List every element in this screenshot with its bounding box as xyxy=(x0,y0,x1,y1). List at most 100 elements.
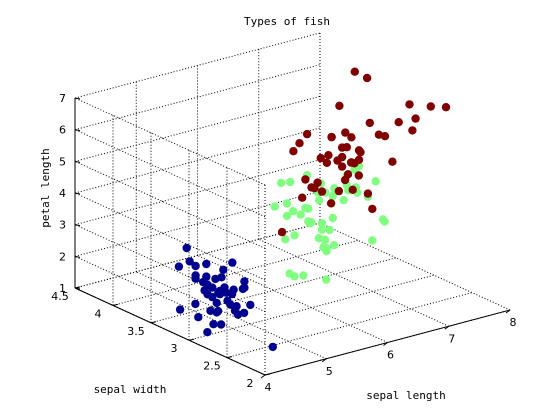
x-tick-mark xyxy=(321,358,327,363)
y-tick-label: 3 xyxy=(171,342,178,355)
data-point-series-3 xyxy=(337,152,347,162)
data-point-series-2 xyxy=(299,271,308,280)
x-tick-mark xyxy=(260,374,266,379)
data-point-series-1 xyxy=(182,243,191,253)
grid-line xyxy=(197,255,388,343)
grid-line xyxy=(74,192,266,281)
data-point-series-1 xyxy=(212,298,221,308)
data-point-series-2 xyxy=(296,210,305,219)
data-point-series-3 xyxy=(365,118,374,128)
data-point-series-3 xyxy=(347,133,356,142)
data-point-series-3 xyxy=(316,153,325,163)
data-point-series-2 xyxy=(314,196,324,205)
grid-line xyxy=(319,222,511,311)
data-point-series-2 xyxy=(290,231,299,240)
data-point-series-1 xyxy=(194,313,203,322)
data-point-series-1 xyxy=(246,300,255,310)
data-point-series-3 xyxy=(441,103,451,112)
grid-line xyxy=(74,97,266,186)
data-point-series-3 xyxy=(327,132,336,142)
y-tick-label: 2.5 xyxy=(203,360,221,373)
data-point-series-2 xyxy=(276,178,286,188)
grid-line xyxy=(74,159,321,226)
z-tick-label: 6 xyxy=(59,124,66,137)
data-point-series-3 xyxy=(334,186,344,196)
chart-title: Types of fish xyxy=(244,15,330,28)
z-tick-label: 3 xyxy=(59,219,66,232)
x-tick-mark xyxy=(383,342,388,346)
data-point-series-1 xyxy=(213,306,223,316)
y-axis-label: sepal width xyxy=(94,383,167,396)
data-point-series-3 xyxy=(354,146,364,155)
data-point-series-2 xyxy=(329,241,339,250)
data-point-series-3 xyxy=(324,151,333,160)
data-point-series-1 xyxy=(175,305,185,314)
z-tick-mark xyxy=(74,97,81,100)
grid-line xyxy=(188,274,435,341)
data-point-series-3 xyxy=(289,147,298,156)
data-point-series-2 xyxy=(314,234,324,243)
y-tick-mark xyxy=(150,321,157,324)
data-point-series-1 xyxy=(221,288,231,297)
data-point-series-1 xyxy=(209,320,218,329)
data-point-series-3 xyxy=(411,114,420,123)
data-point-series-2 xyxy=(371,177,380,186)
data-point-series-3 xyxy=(350,67,359,76)
data-point-series-2 xyxy=(301,203,310,213)
data-point-series-2 xyxy=(322,247,331,256)
data-point-series-3 xyxy=(394,118,403,127)
z-tick-mark xyxy=(74,160,81,163)
z-tick-label: 1 xyxy=(59,282,66,295)
data-point-series-2 xyxy=(317,225,327,234)
grid-line xyxy=(74,127,321,194)
grid-line xyxy=(74,95,321,162)
grid-line xyxy=(226,292,473,359)
data-point-series-2 xyxy=(286,177,295,187)
grid-line xyxy=(74,64,321,131)
data-point-series-2 xyxy=(282,199,292,208)
data-point-series-3 xyxy=(348,185,357,194)
x-axis-label: sepal length xyxy=(366,389,445,402)
data-point-series-3 xyxy=(326,199,336,208)
data-point-series-1 xyxy=(185,257,194,266)
grid-line xyxy=(74,224,266,313)
data-point-series-2 xyxy=(282,211,292,221)
data-point-series-3 xyxy=(342,143,351,152)
x-tick-label: 5 xyxy=(326,365,333,378)
x-tick-label: 7 xyxy=(448,332,455,345)
data-point-series-2 xyxy=(328,213,337,223)
grid-line xyxy=(74,32,321,99)
data-point-series-2 xyxy=(328,191,337,201)
data-point-series-2 xyxy=(281,235,290,244)
y-tick-label: 2 xyxy=(247,377,254,390)
data-point-series-1 xyxy=(238,284,248,294)
data-point-series-3 xyxy=(362,73,372,83)
x-tick-mark xyxy=(505,309,511,314)
z-tick-mark xyxy=(74,129,81,132)
z-tick-label: 7 xyxy=(59,92,66,105)
x-tick-mark xyxy=(444,325,450,330)
grid-line xyxy=(74,190,321,257)
tick-labels: 4 5 6 7 8 2 2.5 3 3.5 4 4.51 2 3 4 5 6 7 xyxy=(51,92,516,394)
z-tick-label: 2 xyxy=(59,250,66,263)
data-point-series-3 xyxy=(302,129,312,139)
z-tick-label: 5 xyxy=(59,155,66,168)
data-point-series-1 xyxy=(240,277,249,286)
z-tick-mark xyxy=(74,287,81,290)
data-point-series-3 xyxy=(426,102,435,111)
data-point-series-3 xyxy=(337,162,347,171)
data-point-series-1 xyxy=(216,320,226,329)
data-point-series-2 xyxy=(322,275,331,284)
data-point-series-1 xyxy=(233,310,243,319)
z-axis-label: petal length xyxy=(39,148,52,227)
data-point-series-2 xyxy=(290,272,299,281)
y-tick-label: 3.5 xyxy=(127,325,145,338)
grid-line xyxy=(136,271,327,360)
grid-line xyxy=(74,129,266,218)
data-point-series-3 xyxy=(295,139,304,148)
data-point-series-3 xyxy=(350,159,359,168)
data-point-series-1 xyxy=(208,283,217,292)
data-point-series-2 xyxy=(350,165,359,174)
data-point-series-1 xyxy=(223,296,232,305)
data-point-series-2 xyxy=(317,219,327,228)
